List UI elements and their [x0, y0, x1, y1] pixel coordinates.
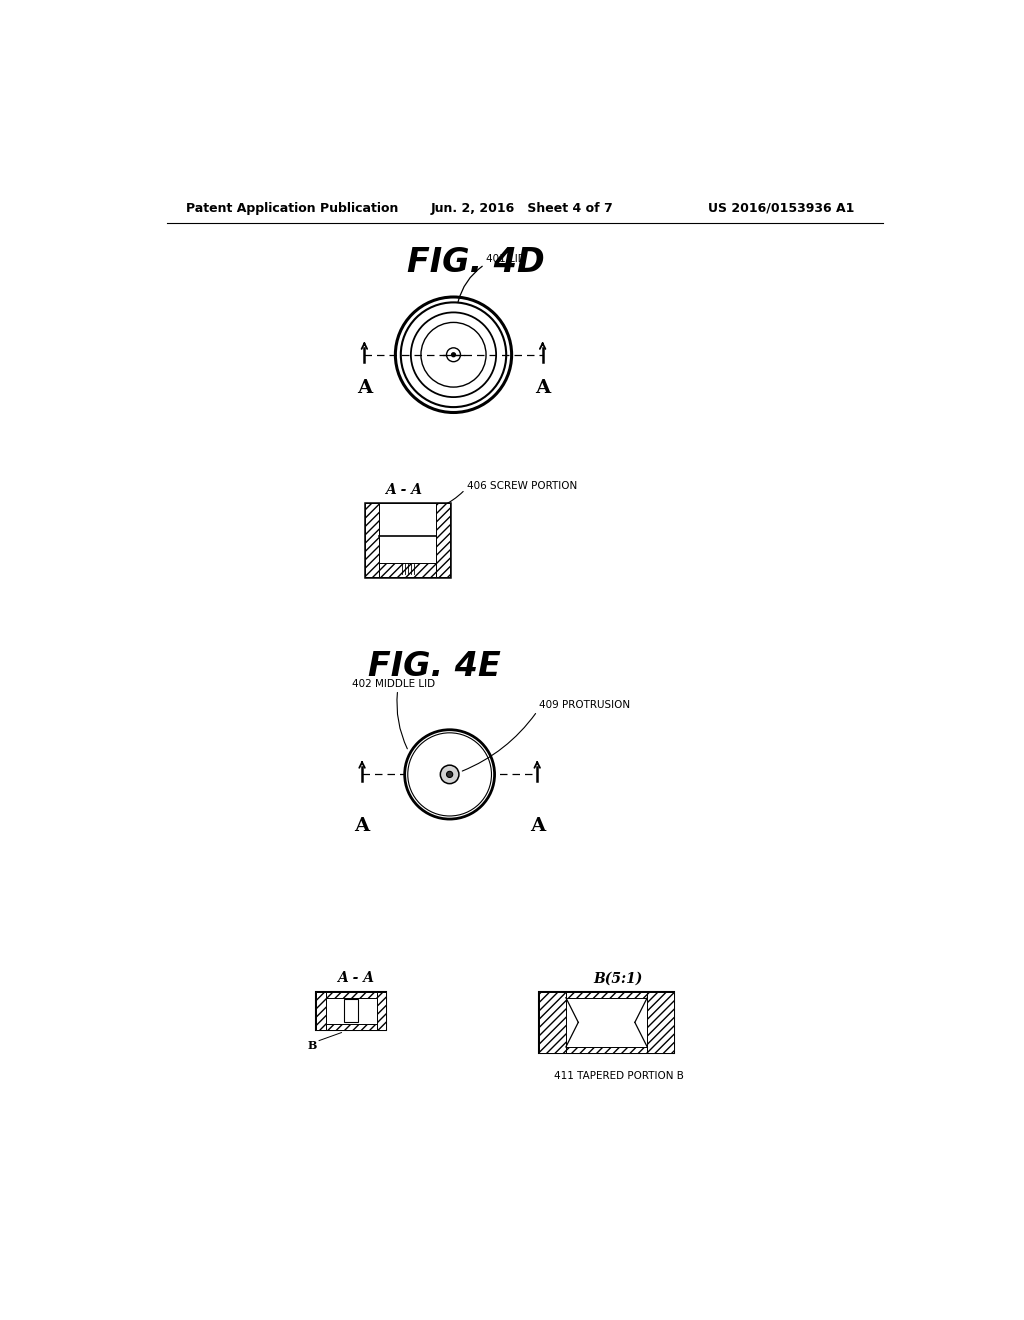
Bar	[539, 991, 675, 1053]
Bar	[379, 503, 436, 562]
Bar	[326, 998, 377, 1024]
Circle shape	[408, 733, 492, 816]
Text: A - A: A - A	[385, 483, 422, 496]
Text: A - A: A - A	[337, 972, 374, 986]
Circle shape	[446, 771, 453, 777]
Text: 402 MIDDLE LID: 402 MIDDLE LID	[352, 678, 435, 689]
Text: 406 SCREW PORTION: 406 SCREW PORTION	[467, 480, 577, 491]
Bar	[647, 991, 675, 1053]
Bar	[326, 1024, 377, 1030]
Bar	[379, 562, 436, 577]
Bar	[316, 991, 326, 1030]
Text: FIG. 4D: FIG. 4D	[407, 246, 545, 279]
Bar	[436, 503, 451, 577]
Text: A: A	[356, 379, 372, 396]
Bar	[566, 1047, 647, 1053]
Text: 401 LID: 401 LID	[486, 253, 525, 264]
Bar	[344, 999, 358, 1022]
Bar	[566, 991, 647, 998]
Circle shape	[404, 730, 495, 818]
Text: A: A	[529, 817, 545, 834]
Text: US 2016/0153936 A1: US 2016/0153936 A1	[708, 202, 854, 215]
Text: Jun. 2, 2016   Sheet 4 of 7: Jun. 2, 2016 Sheet 4 of 7	[430, 202, 613, 215]
Bar	[316, 991, 386, 1030]
Bar	[366, 503, 379, 577]
Bar	[366, 503, 451, 577]
Circle shape	[452, 352, 456, 356]
Circle shape	[440, 766, 459, 784]
Bar	[326, 991, 377, 998]
Text: 411 TAPERED PORTION B: 411 TAPERED PORTION B	[554, 1072, 684, 1081]
Text: A: A	[536, 379, 550, 396]
Text: B: B	[308, 1040, 317, 1051]
Bar	[539, 991, 566, 1053]
Text: B(5:1): B(5:1)	[593, 972, 642, 986]
Bar	[377, 991, 386, 1030]
Text: A: A	[354, 817, 370, 834]
Text: FIG. 4E: FIG. 4E	[369, 651, 501, 684]
Bar	[566, 998, 647, 1047]
Text: Patent Application Publication: Patent Application Publication	[186, 202, 398, 215]
Text: 409 PROTRUSION: 409 PROTRUSION	[539, 700, 630, 710]
